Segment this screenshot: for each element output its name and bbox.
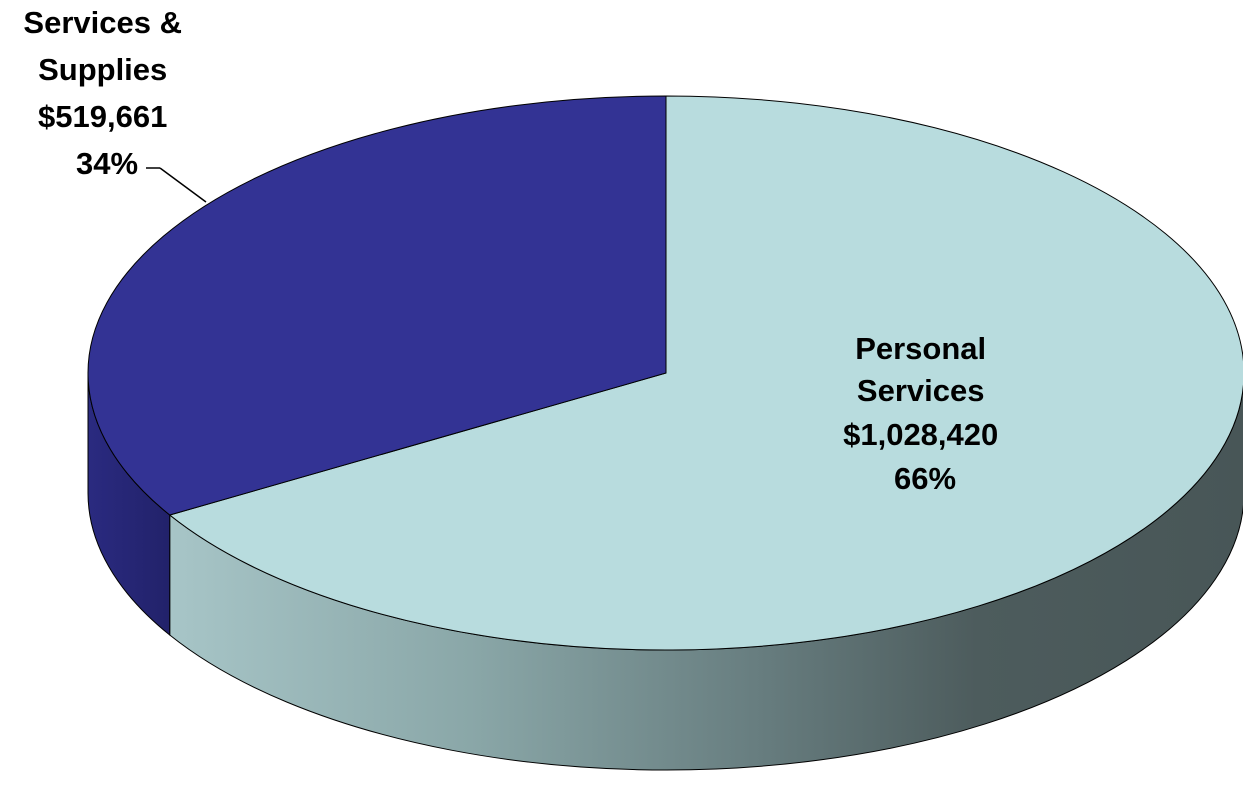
slice-label-line: 66%: [894, 461, 956, 496]
slice-label-line: Supplies: [38, 52, 167, 87]
slice-label-personal-services: Personal Services $1,028,420 66%: [843, 331, 1007, 496]
slice-services-supplies: [87, 95, 667, 516]
slice-label-line: $519,661: [38, 99, 167, 134]
slice-label-line: Services: [857, 373, 985, 408]
leader-line: [159, 167, 207, 203]
slice-personal-services: [168, 95, 1243, 651]
slice-label-services-supplies: Services & Supplies $519,661 34%: [23, 5, 190, 181]
slice-label-line: 34%: [76, 146, 138, 181]
slice-label-line: Personal: [855, 331, 986, 366]
slice-label-line: $1,028,420: [843, 417, 998, 452]
slice-label-line: Services &: [23, 5, 182, 40]
